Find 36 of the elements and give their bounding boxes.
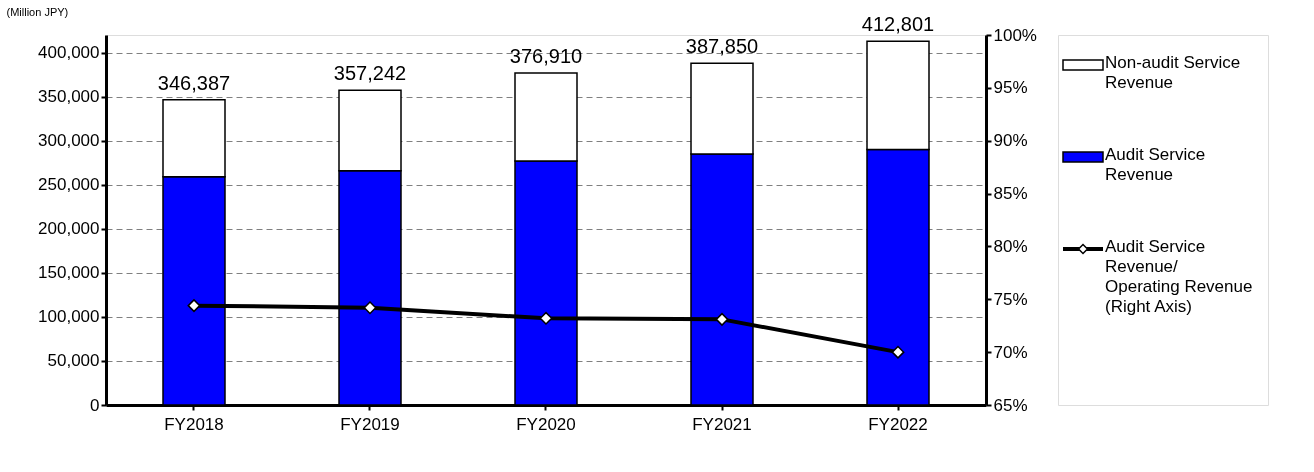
x-tick-label: FY2021 xyxy=(692,414,752,434)
legend-label: Audit Service Revenue/ Operating Revenue (Right Axis) xyxy=(1105,237,1253,316)
y-tick-label: 150,000 xyxy=(38,263,100,283)
y2-tick-label: 65% xyxy=(993,395,1028,415)
total-label: 357,242 xyxy=(333,62,407,85)
total-label: 412,801 xyxy=(861,13,935,36)
y-tick-label: 400,000 xyxy=(38,43,100,63)
y-tick-label: 350,000 xyxy=(38,87,100,107)
total-label: 346,387 xyxy=(157,71,231,94)
total-label: 376,910 xyxy=(509,44,583,67)
y-tick-label: 300,000 xyxy=(38,131,100,151)
y2-tick-label: 95% xyxy=(993,78,1028,98)
y2-tick-label: 70% xyxy=(993,342,1028,362)
point xyxy=(715,312,729,326)
point xyxy=(891,345,905,359)
y-tick-label: 100,000 xyxy=(38,307,100,327)
legend-label: Non-audit Service Revenue xyxy=(1105,53,1241,92)
point xyxy=(363,301,377,315)
legend-label: Audit Service Revenue xyxy=(1105,145,1206,184)
y-tick-label: 50,000 xyxy=(47,351,100,371)
point xyxy=(539,311,553,325)
x-tick-label: FY2022 xyxy=(868,414,928,434)
y-tick-label: 200,000 xyxy=(38,219,100,239)
y-tick-label: 250,000 xyxy=(38,175,100,195)
x-tick-label: FY2019 xyxy=(340,414,400,434)
y2-tick-label: 80% xyxy=(993,236,1028,256)
y2-tick-label: 85% xyxy=(993,184,1028,204)
x-tick-label: FY2020 xyxy=(516,414,576,434)
total-label: 387,850 xyxy=(685,35,759,58)
point xyxy=(187,299,201,313)
y2-tick-label: 75% xyxy=(993,289,1028,309)
x-tick-label: FY2018 xyxy=(164,414,224,434)
y-tick-label: 0 xyxy=(90,395,100,415)
y2-tick-label: 90% xyxy=(993,131,1028,151)
y-axis-title: (Million JPY) xyxy=(6,5,69,18)
y2-tick-label: 100% xyxy=(993,25,1037,45)
